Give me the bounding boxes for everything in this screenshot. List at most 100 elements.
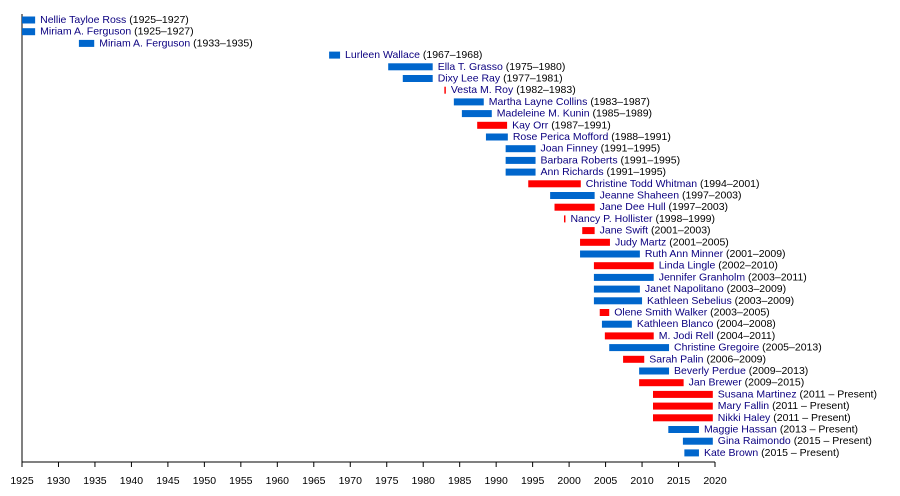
tenure-dates: (1983–1987) [590, 96, 650, 108]
governor-name[interactable]: Kathleen Blanco [637, 318, 714, 330]
governor-name[interactable]: Sarah Palin [649, 353, 703, 365]
tenure-dates: (1997–2003) [682, 189, 742, 201]
governor-name[interactable]: Barbara Roberts [541, 154, 618, 166]
x-tick-label: 1945 [156, 475, 180, 487]
governor-label: Jennifer Granholm (2003–2011) [659, 271, 807, 283]
tenure-bar [329, 51, 341, 59]
tenure-dates: (2001–2005) [669, 236, 729, 248]
governor-name[interactable]: Kathleen Sebelius [647, 295, 732, 307]
governor-name[interactable]: Jennifer Granholm [659, 271, 746, 283]
tenure-bar [593, 262, 654, 270]
governor-label: Rose Perica Mofford (1988–1991) [513, 131, 671, 143]
tenure-bar [444, 86, 446, 94]
governor-name[interactable]: Linda Lingle [659, 259, 716, 271]
tenure-bar [593, 297, 643, 305]
governor-label: Barbara Roberts (1991–1995) [541, 154, 681, 166]
governor-name[interactable]: Olene Smith Walker [614, 306, 707, 318]
governor-name[interactable]: Rose Perica Mofford [513, 131, 609, 143]
governor-name[interactable]: Mary Fallin [718, 400, 770, 412]
governor-name[interactable]: Susana Martinez [718, 388, 797, 400]
x-tick-label: 2000 [557, 475, 581, 487]
governor-label: Jeanne Shaheen (1997–2003) [600, 189, 742, 201]
tenure-bar [593, 285, 640, 293]
governor-name[interactable]: Maggie Hassan [704, 423, 777, 435]
governor-name[interactable]: Madeleine M. Kunin [497, 107, 590, 119]
x-tick-label: 1925 [10, 475, 34, 487]
governor-name[interactable]: Kate Brown [704, 447, 758, 459]
tenure-dates: (2011 – Present) [773, 412, 850, 424]
tenure-dates: (2009–2015) [745, 376, 805, 388]
tenure-bar [22, 28, 36, 36]
governor-name[interactable]: Miriam A. Ferguson [99, 37, 190, 49]
tenure-dates: (2001–2009) [726, 248, 786, 260]
governor-name[interactable]: Kay Orr [512, 119, 549, 131]
tenure-dates: (2015 – Present) [794, 435, 872, 447]
governor-name[interactable]: Jane Dee Hull [600, 201, 666, 213]
governor-name[interactable]: Nellie Tayloe Ross [40, 14, 126, 26]
tenure-dates: (2003–2011) [748, 271, 807, 283]
governor-label: Vesta M. Roy (1982–1983) [451, 84, 576, 96]
governor-name[interactable]: M. Jodi Rell [659, 330, 714, 342]
tenure-bar [580, 250, 640, 258]
tenure-dates: (1925–1927) [134, 25, 194, 37]
governor-name[interactable]: Nikki Haley [718, 412, 771, 424]
governor-name[interactable]: Ruth Ann Minner [645, 248, 724, 260]
tenure-bar [22, 16, 36, 24]
governor-name[interactable]: Janet Napolitano [645, 283, 724, 295]
governor-label: Judy Martz (2001–2005) [615, 236, 729, 248]
governor-name[interactable]: Ann Richards [541, 166, 604, 178]
governor-name[interactable]: Christine Gregoire [674, 341, 759, 353]
governor-name[interactable]: Christine Todd Whitman [586, 178, 697, 190]
tenure-bar [652, 402, 713, 410]
governor-name[interactable]: Martha Layne Collins [489, 96, 588, 108]
x-tick-label: 1985 [448, 475, 472, 487]
governor-label: Lurleen Wallace (1967–1968) [345, 49, 482, 61]
governor-name[interactable]: Judy Martz [615, 236, 666, 248]
governor-name[interactable]: Beverly Perdue [674, 365, 746, 377]
x-tick-label: 1955 [229, 475, 253, 487]
tenure-dates: (1987–1991) [551, 119, 611, 131]
tenure-dates: (2003–2009) [735, 295, 795, 307]
tenure-bar [582, 227, 595, 235]
tenure-bar [505, 145, 536, 153]
governor-label: Kate Brown (2015 – Present) [704, 447, 839, 459]
governor-name[interactable]: Jan Brewer [689, 376, 743, 388]
tenure-bar [461, 110, 492, 118]
tenure-dates: (2013 – Present) [780, 423, 858, 435]
governor-label: Miriam A. Ferguson (1933–1935) [99, 37, 253, 49]
governor-label: Mary Fallin (2011 – Present) [718, 400, 850, 412]
governor-name[interactable]: Vesta M. Roy [451, 84, 514, 96]
tenure-dates: (1975–1980) [506, 61, 566, 73]
governor-label: Susana Martinez (2011 – Present) [718, 388, 877, 400]
tenure-bar [682, 437, 713, 445]
x-tick-label: 1965 [302, 475, 326, 487]
tenure-bar [639, 379, 684, 387]
governor-label: Kay Orr (1987–1991) [512, 119, 611, 131]
governor-name[interactable]: Jeanne Shaheen [600, 189, 680, 201]
tenure-bar [402, 75, 433, 82]
governor-label: Kathleen Blanco (2004–2008) [637, 318, 776, 330]
governor-name[interactable]: Miriam A. Ferguson [40, 25, 131, 37]
governor-name[interactable]: Nancy P. Hollister [570, 213, 653, 225]
governor-label: Linda Lingle (2002–2010) [659, 259, 778, 271]
governor-label: Kathleen Sebelius (2003–2009) [647, 295, 794, 307]
x-tick-label: 1930 [47, 475, 71, 487]
tenure-bar [623, 355, 645, 363]
x-tick-label: 1960 [266, 475, 290, 487]
tenure-dates: (1933–1935) [193, 37, 253, 49]
tenure-dates: (1994–2001) [700, 178, 760, 190]
governor-name[interactable]: Joan Finney [541, 142, 599, 154]
governor-name[interactable]: Gina Raimondo [718, 435, 791, 447]
x-tick-label: 1975 [375, 475, 399, 487]
governor-name[interactable]: Lurleen Wallace [345, 49, 420, 61]
governor-name[interactable]: Jane Swift [600, 224, 649, 236]
x-tick-label: 2005 [594, 475, 618, 487]
tenure-dates: (1967–1968) [423, 49, 483, 61]
tenure-dates: (2009–2013) [749, 365, 809, 377]
governor-label: Ella T. Grasso (1975–1980) [438, 61, 566, 73]
governor-label: Martha Layne Collins (1983–1987) [489, 96, 650, 108]
governor-name[interactable]: Ella T. Grasso [438, 61, 503, 73]
governor-name[interactable]: Dixy Lee Ray [438, 72, 501, 84]
tenure-bar [684, 449, 699, 457]
governor-label: Beverly Perdue (2009–2013) [674, 365, 808, 377]
